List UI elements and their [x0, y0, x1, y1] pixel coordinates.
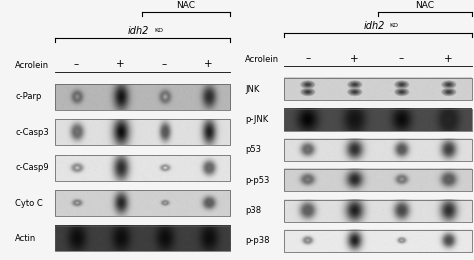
- Text: c-Parp: c-Parp: [15, 93, 42, 101]
- Bar: [55, 225, 230, 251]
- Text: idh2: idh2: [128, 26, 149, 36]
- Text: c-Casp9: c-Casp9: [15, 163, 49, 172]
- Text: KD: KD: [390, 23, 399, 28]
- Text: NAC: NAC: [415, 1, 434, 10]
- Bar: [284, 169, 472, 191]
- Text: –: –: [399, 54, 404, 63]
- Text: p-JNK: p-JNK: [245, 115, 268, 124]
- Text: KD: KD: [154, 28, 163, 33]
- Text: +: +: [350, 54, 359, 63]
- Bar: [284, 230, 472, 252]
- Text: –: –: [305, 54, 310, 63]
- Text: Actin: Actin: [15, 234, 36, 243]
- Text: p38: p38: [245, 206, 261, 215]
- Bar: [55, 155, 230, 181]
- Text: –: –: [74, 59, 79, 69]
- Text: Acrolein: Acrolein: [245, 55, 279, 64]
- Bar: [55, 190, 230, 216]
- Bar: [284, 199, 472, 222]
- Text: JNK: JNK: [245, 85, 259, 94]
- Text: +: +: [444, 54, 453, 63]
- Text: +: +: [116, 59, 125, 69]
- Bar: [284, 78, 472, 100]
- Text: c-Casp3: c-Casp3: [15, 128, 49, 137]
- Text: p-p53: p-p53: [245, 176, 269, 185]
- Bar: [284, 108, 472, 131]
- Text: Cyto C: Cyto C: [15, 199, 43, 207]
- Bar: [55, 84, 230, 110]
- Text: p-p38: p-p38: [245, 236, 270, 245]
- Text: NAC: NAC: [176, 1, 196, 10]
- Bar: [284, 139, 472, 161]
- Text: p53: p53: [245, 145, 261, 154]
- Text: Acrolein: Acrolein: [15, 61, 49, 69]
- Bar: [55, 119, 230, 145]
- Text: +: +: [204, 59, 212, 69]
- Text: idh2: idh2: [364, 21, 385, 31]
- Text: –: –: [162, 59, 167, 69]
